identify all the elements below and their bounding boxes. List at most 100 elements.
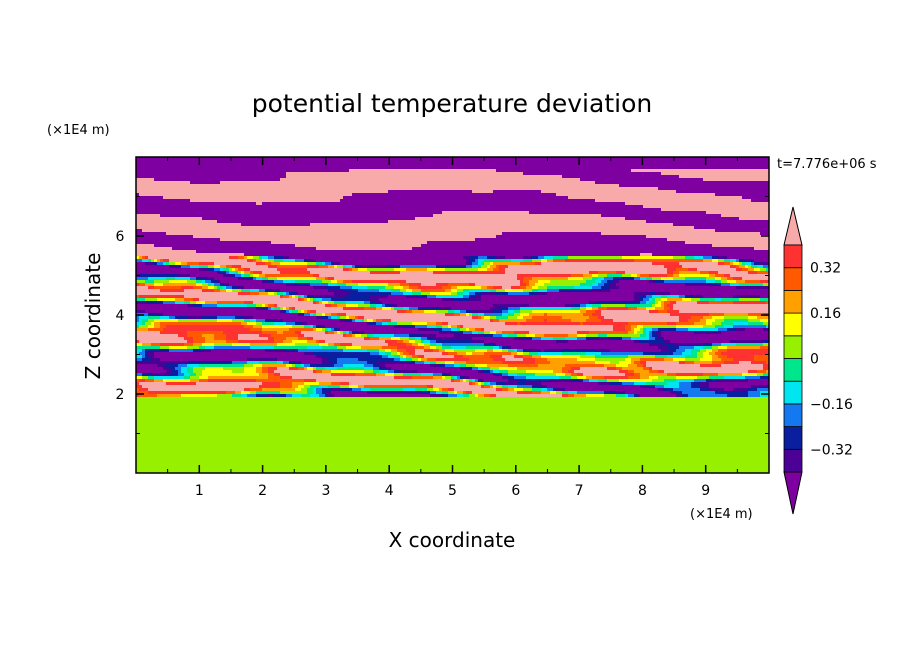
contour-cell [661, 172, 769, 176]
contour-cell [673, 277, 686, 281]
contour-cell [307, 298, 311, 302]
contour-cell [313, 370, 317, 374]
contour-cell [226, 289, 233, 293]
contour-cell [736, 328, 746, 332]
contour-cell [649, 334, 653, 338]
contour-cell [505, 268, 668, 272]
contour-cell [331, 313, 338, 317]
contour-cell [202, 217, 416, 221]
contour-cell [454, 349, 476, 353]
contour-cell [403, 340, 410, 344]
contour-cell [535, 358, 548, 362]
contour-cell [265, 304, 269, 308]
contour-cell [490, 265, 497, 269]
contour-cell [322, 325, 326, 329]
contour-cell [619, 280, 650, 284]
contour-cell [307, 268, 344, 272]
contour-cell [430, 391, 437, 395]
contour-cell [664, 307, 671, 311]
contour-cell [412, 247, 755, 251]
contour-cell [667, 322, 677, 326]
contour-cell [526, 286, 533, 290]
contour-cell [190, 379, 200, 383]
contour-cell [223, 331, 263, 335]
contour-cell [301, 331, 326, 335]
contour-cell [442, 391, 449, 395]
contour-cell [184, 298, 194, 302]
contour-cell [142, 322, 146, 326]
contour-cell [187, 334, 203, 338]
contour-cell [310, 364, 335, 368]
contour-cell [442, 343, 485, 347]
contour-cell [544, 313, 548, 317]
contour-cell [232, 394, 242, 398]
contour-cell [253, 301, 314, 305]
contour-cell [334, 277, 518, 281]
contour-cell [661, 331, 695, 335]
contour-cell [586, 337, 596, 341]
contour-cell [280, 391, 308, 395]
contour-cell [670, 313, 710, 317]
contour-cell [673, 307, 769, 311]
contour-cell [289, 367, 299, 371]
contour-cell [664, 337, 769, 341]
contour-cell [718, 346, 728, 350]
contour-cell [142, 355, 146, 359]
contour-cell [676, 325, 704, 329]
contour-cell [364, 331, 440, 335]
contour-cell [604, 364, 617, 368]
contour-cell [490, 355, 503, 359]
colorbar-bin [783, 289, 803, 314]
contour-cell [475, 259, 479, 263]
contour-cell [313, 286, 326, 290]
contour-cell [577, 358, 596, 362]
contour-cell [697, 376, 710, 380]
contour-cell [295, 361, 302, 365]
contour-cell [445, 364, 455, 368]
contour-cell [622, 337, 632, 341]
contour-cell [262, 370, 269, 374]
contour-cell [154, 286, 182, 290]
contour-cell [316, 379, 452, 383]
contour-cell [262, 202, 626, 206]
contour-cell [340, 388, 353, 392]
contour-cell [169, 265, 176, 269]
contour-cell [199, 268, 209, 272]
contour-cell [316, 367, 326, 371]
contour-cell [214, 343, 233, 347]
contour-cell [346, 301, 365, 305]
contour-cell [370, 301, 377, 305]
contour-cell [403, 292, 413, 296]
contour-cell [592, 313, 602, 317]
contour-cell [469, 376, 503, 380]
contour-cell [136, 193, 140, 197]
y-axis-label: Z coordinate [81, 253, 105, 380]
contour-cell [286, 175, 563, 179]
contour-cell [457, 376, 461, 380]
contour-cell [694, 361, 713, 365]
contour-cell [493, 286, 503, 290]
contour-cell [403, 373, 422, 377]
contour-cell [244, 274, 251, 278]
contour-cell [757, 316, 769, 320]
contour-cell [442, 286, 452, 290]
contour-cell [166, 364, 179, 368]
contour-cell [244, 316, 254, 320]
contour-cell [259, 289, 266, 293]
contour-cell [526, 334, 536, 338]
contour-cell [523, 280, 530, 284]
contour-cell [151, 322, 155, 326]
contour-cell [289, 310, 293, 314]
contour-cell [529, 280, 539, 284]
contour-cell [346, 334, 353, 338]
contour-cell [325, 391, 332, 395]
contour-cell [493, 310, 503, 314]
contour-cell [298, 337, 308, 341]
contour-cell [700, 382, 710, 386]
contour-cell [532, 277, 569, 281]
contour-cell [676, 301, 698, 305]
contour-cell [232, 265, 242, 269]
contour-cell [268, 370, 275, 374]
contour-cell [421, 244, 713, 248]
contour-cell [469, 382, 473, 386]
